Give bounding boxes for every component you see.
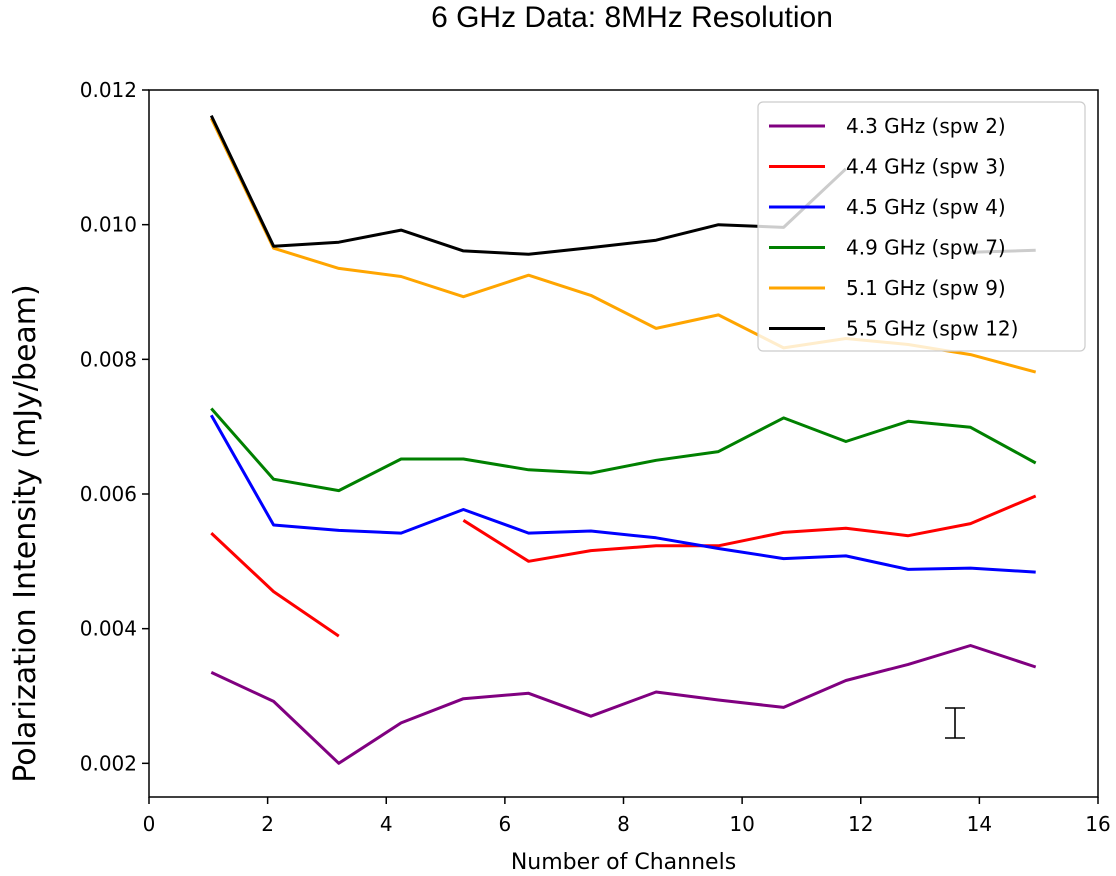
y-tick-label: 0.004 [80,617,137,641]
series-line-4-9ghz [210,407,1037,493]
x-tick-label: 4 [380,812,393,836]
y-tick-label: 0.006 [80,482,137,506]
x-tick-label: 0 [143,812,156,836]
x-tick-label: 8 [617,812,630,836]
legend-label: 4.4 GHz (spw 3) [846,155,1006,179]
legend-label: 5.5 GHz (spw 12) [846,317,1018,341]
x-tick-label: 2 [261,812,274,836]
series-line-4-3ghz [210,644,1037,765]
x-tick-label: 16 [1085,812,1110,836]
x-axis: 0 2 4 6 8 10 12 14 16 [143,797,1111,836]
y-axis-label: Polarization Intensity (mJy/beam) [8,284,43,782]
x-axis-label: Number of Channels [511,850,736,875]
x-tick-label: 10 [729,812,754,836]
x-tick-label: 14 [967,812,992,836]
x-tick-label: 6 [499,812,512,836]
legend-label: 4.9 GHz (spw 7) [846,236,1006,260]
x-tick-label: 12 [848,812,873,836]
legend-label: 5.1 GHz (spw 9) [846,276,1006,300]
y-axis: 0.002 0.004 0.006 0.008 0.010 0.012 [80,78,149,775]
y-tick-label: 0.002 [80,751,137,775]
text-cursor-icon [945,707,965,739]
chart-title: 6 GHz Data: 8MHz Resolution [431,1,833,34]
series-line-4-5ghz [209,414,1036,574]
series-line-4-4ghz [210,494,1037,638]
y-tick-label: 0.010 [80,213,137,237]
legend-box [757,101,1086,352]
legend-label: 4.3 GHz (spw 2) [846,114,1006,138]
y-tick-label: 0.012 [80,78,137,102]
y-tick-label: 0.008 [80,347,137,371]
legend-label: 4.5 GHz (spw 4) [846,195,1006,219]
legend: 4.3 GHz (spw 2) 4.4 GHz (spw 3) 4.5 GHz (s… [757,101,1086,352]
